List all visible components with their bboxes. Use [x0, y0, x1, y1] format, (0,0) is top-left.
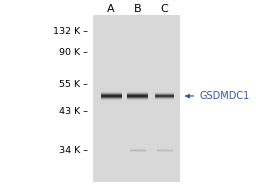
- Text: C: C: [161, 5, 168, 14]
- Text: 43 K –: 43 K –: [59, 107, 88, 116]
- Text: B: B: [134, 5, 142, 14]
- Bar: [93, 15, 180, 182]
- Text: A: A: [107, 5, 115, 14]
- Text: 55 K –: 55 K –: [59, 80, 88, 89]
- Text: 34 K –: 34 K –: [59, 146, 88, 155]
- Text: 132 K –: 132 K –: [53, 27, 88, 36]
- Text: 90 K –: 90 K –: [59, 48, 88, 57]
- Text: GSDMDC1: GSDMDC1: [200, 91, 250, 101]
